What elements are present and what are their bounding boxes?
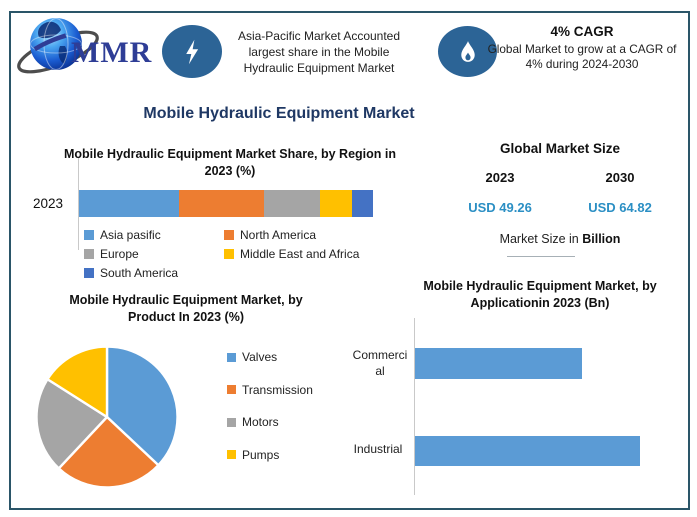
legend-swatch-icon <box>227 352 236 362</box>
legend-swatch-icon <box>224 230 234 240</box>
region-bar-segment-south-america <box>352 190 373 217</box>
mmr-logo: MMR <box>14 10 164 88</box>
region-stacked-bar <box>79 190 373 217</box>
application-category-industrial: Industrial <box>353 442 403 456</box>
application-category-commercial: Commercial <box>352 348 408 378</box>
market-size-value-2023: USD 49.26 <box>468 200 532 215</box>
legend-swatch-icon <box>84 230 94 240</box>
legend-label: North America <box>240 228 317 242</box>
legend-label: Motors <box>242 415 279 429</box>
pie-slice-motors <box>35 378 109 470</box>
page-title: Mobile Hydraulic Equipment Market <box>143 105 415 122</box>
market-size-title: Global Market Size <box>499 141 621 156</box>
legend-item: Middle East and Africa <box>224 247 359 261</box>
product-chart-title: Mobile Hydraulic Equipment Market, by Pr… <box>69 293 303 324</box>
globe-logo-icon <box>16 18 100 75</box>
region-bar-segment-middle-east-and-africa <box>320 190 353 217</box>
highlight-badge <box>162 25 222 78</box>
legend-item: Motors <box>227 415 313 429</box>
logo-text: MMR <box>71 36 153 69</box>
product-chart-legend: Valves Transmission Motors Pumps <box>227 350 313 480</box>
application-chart-title: Mobile Hydraulic Equipment Market, by Ap… <box>423 279 657 310</box>
region-bar-segment-europe <box>264 190 321 217</box>
legend-swatch-icon <box>227 450 236 459</box>
pie-slice-pumps <box>46 345 109 419</box>
market-size-note-unit: Billion <box>582 232 621 246</box>
legend-swatch-icon <box>227 417 236 427</box>
section-divider <box>507 256 575 257</box>
cagr-text: Global Market to grow at a CAGR of 4% du… <box>487 42 677 71</box>
application-bar-commercial <box>415 348 582 379</box>
page-border <box>9 11 690 510</box>
legend-label: Asia pasific <box>100 228 161 242</box>
cagr-badge <box>438 26 497 77</box>
legend-label: Transmission <box>242 382 313 397</box>
legend-item: North America <box>224 228 359 242</box>
region-bar-segment-north-america <box>178 190 265 217</box>
legend-label: Pumps <box>242 447 280 462</box>
lightning-icon <box>186 39 199 64</box>
legend-label: Middle East and Africa <box>240 247 360 261</box>
pie-slice-valves <box>105 345 179 467</box>
region-chart-axis <box>78 158 79 250</box>
legend-item: Valves <box>227 350 313 364</box>
legend-item: Europe <box>84 247 220 261</box>
market-size-note: Market Size in Billion <box>440 232 680 246</box>
legend-swatch-icon <box>84 249 94 259</box>
legend-swatch-icon <box>227 385 236 394</box>
market-size-value-2030: USD 64.82 <box>588 200 652 215</box>
highlight-text: Asia-Pacific Market Accounted largest sh… <box>237 29 401 75</box>
product-pie-chart <box>35 345 179 489</box>
pie-slice-transmission <box>57 415 160 489</box>
legend-label: South America <box>100 266 179 280</box>
legend-item: Transmission <box>227 383 313 397</box>
legend-item: South America <box>84 266 220 280</box>
market-size-years: 2023 2030 <box>440 170 680 185</box>
flame-icon <box>460 40 475 62</box>
legend-swatch-icon <box>224 249 234 259</box>
region-bar-segment-asia-pasific <box>79 190 179 217</box>
application-chart-axis <box>414 318 415 495</box>
cagr-title: 4% CAGR <box>550 24 614 39</box>
market-size-note-prefix: Market Size in <box>499 232 583 246</box>
application-bar-industrial <box>415 436 640 466</box>
application-bar-track <box>415 436 640 466</box>
market-size-year-2030: 2030 <box>605 170 635 185</box>
market-size-year-2023: 2023 <box>485 170 515 185</box>
cagr-block: 4% CAGR Global Market to grow at a CAGR … <box>482 24 682 72</box>
market-size-values: USD 49.26 USD 64.82 <box>440 200 680 215</box>
legend-label: Europe <box>100 247 139 261</box>
application-bar-track <box>415 348 640 379</box>
region-chart-category-label: 2023 <box>32 196 64 211</box>
legend-item: Asia pasific <box>84 228 220 242</box>
legend-label: Valves <box>242 350 278 364</box>
region-chart-title: Mobile Hydraulic Equipment Market Share,… <box>63 147 396 178</box>
legend-item: Pumps <box>227 448 313 462</box>
region-chart-legend: Asia pasific North America Europe Middle Ea… <box>84 228 359 280</box>
legend-swatch-icon <box>84 268 94 278</box>
